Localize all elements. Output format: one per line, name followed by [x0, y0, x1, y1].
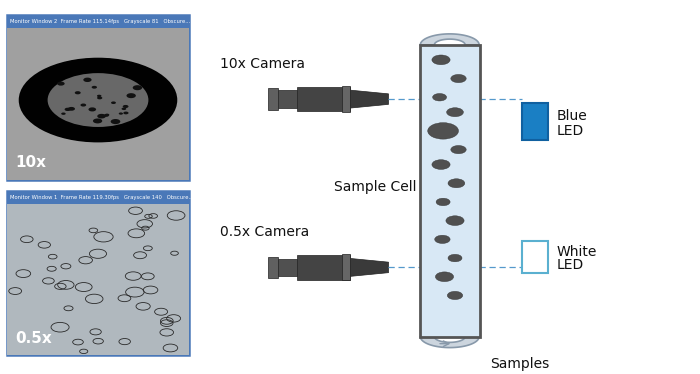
Circle shape — [97, 96, 102, 99]
Circle shape — [123, 111, 129, 114]
Circle shape — [105, 114, 109, 116]
Circle shape — [451, 145, 466, 154]
Text: 0.5x: 0.5x — [15, 331, 52, 346]
Circle shape — [448, 179, 465, 188]
Circle shape — [75, 91, 80, 94]
Polygon shape — [420, 34, 479, 45]
Bar — [522, 103, 548, 140]
Bar — [7, 204, 189, 355]
Circle shape — [83, 77, 92, 82]
Circle shape — [29, 63, 167, 137]
Bar — [342, 254, 350, 280]
Bar — [7, 28, 189, 180]
Polygon shape — [350, 258, 389, 276]
Circle shape — [428, 123, 458, 139]
Circle shape — [26, 62, 170, 138]
Circle shape — [68, 107, 75, 111]
Text: Monitor Window 2  Frame Rate 115.14fps   Grayscale 81   Obscure...: Monitor Window 2 Frame Rate 115.14fps Gr… — [10, 19, 190, 24]
Bar — [298, 87, 350, 111]
Bar — [342, 86, 350, 112]
Circle shape — [38, 68, 158, 132]
Circle shape — [61, 113, 66, 115]
Circle shape — [41, 70, 155, 131]
Circle shape — [448, 254, 462, 262]
Text: Samples: Samples — [490, 357, 550, 371]
Circle shape — [122, 105, 129, 108]
Circle shape — [22, 59, 174, 140]
Circle shape — [446, 216, 464, 226]
Circle shape — [436, 198, 450, 206]
Circle shape — [432, 160, 450, 169]
Circle shape — [97, 114, 106, 119]
Text: White: White — [556, 245, 597, 259]
Circle shape — [35, 66, 162, 134]
Circle shape — [36, 67, 160, 133]
Circle shape — [435, 272, 454, 282]
Bar — [7, 191, 189, 355]
Circle shape — [57, 82, 64, 86]
Circle shape — [435, 235, 450, 243]
Circle shape — [19, 58, 177, 142]
Polygon shape — [350, 90, 389, 108]
Circle shape — [40, 69, 157, 131]
Bar — [7, 15, 189, 28]
Circle shape — [30, 64, 167, 137]
Polygon shape — [420, 337, 479, 347]
Circle shape — [37, 67, 159, 132]
Circle shape — [97, 95, 102, 97]
Circle shape — [34, 65, 162, 135]
Bar — [298, 255, 350, 280]
Text: 0.5x Camera: 0.5x Camera — [220, 226, 309, 239]
Bar — [7, 191, 189, 204]
Circle shape — [31, 64, 165, 136]
Text: Monitor Window 1  Frame Rate 119.30fps   Grayscale 140   Obscure...: Monitor Window 1 Frame Rate 119.30fps Gr… — [10, 195, 194, 200]
Circle shape — [133, 85, 142, 90]
Bar — [420, 45, 480, 337]
Circle shape — [88, 107, 96, 111]
Circle shape — [64, 108, 71, 111]
Circle shape — [127, 93, 136, 98]
Circle shape — [20, 58, 176, 142]
Circle shape — [122, 108, 126, 110]
Circle shape — [92, 86, 97, 89]
Circle shape — [111, 119, 120, 124]
Circle shape — [80, 104, 86, 107]
Bar — [268, 88, 278, 110]
Text: Blue: Blue — [556, 109, 587, 123]
Text: Sample Cell: Sample Cell — [334, 180, 416, 194]
Circle shape — [451, 74, 466, 83]
Bar — [268, 257, 278, 278]
Text: 10x: 10x — [15, 155, 46, 170]
Circle shape — [93, 119, 102, 123]
Circle shape — [433, 94, 447, 101]
Circle shape — [24, 60, 172, 140]
Text: 10x Camera: 10x Camera — [220, 57, 305, 71]
Circle shape — [104, 114, 108, 117]
Bar — [522, 241, 548, 273]
Circle shape — [432, 55, 450, 65]
Text: LED: LED — [556, 258, 584, 272]
Text: LED: LED — [556, 124, 584, 138]
Bar — [7, 15, 189, 180]
Circle shape — [21, 59, 175, 141]
Circle shape — [32, 65, 164, 135]
Circle shape — [447, 291, 463, 300]
Circle shape — [48, 73, 148, 127]
Bar — [278, 90, 298, 108]
Circle shape — [119, 113, 123, 115]
Circle shape — [447, 108, 463, 117]
Circle shape — [27, 62, 169, 138]
Circle shape — [25, 61, 171, 139]
Circle shape — [111, 101, 116, 104]
Bar — [278, 258, 298, 276]
Circle shape — [42, 70, 154, 130]
